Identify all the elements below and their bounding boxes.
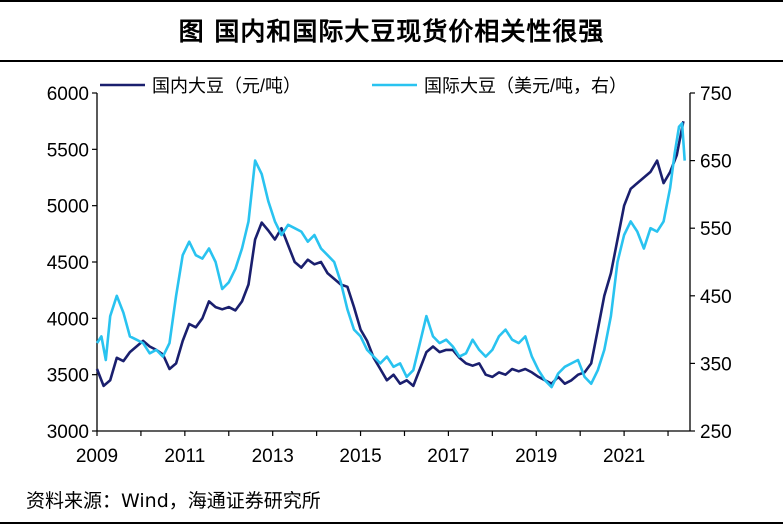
series-line-1 bbox=[95, 122, 686, 389]
left-tick-label-4: 5000 bbox=[47, 197, 89, 218]
chart-svg: 3000 3500 4000 4500 5000 5500 6000 250 350 450 550… bbox=[47, 76, 732, 467]
right-tick-label-2: 450 bbox=[700, 287, 732, 308]
x-tick-label-0: 2009 bbox=[76, 446, 118, 467]
right-tick-label-3: 550 bbox=[700, 219, 732, 240]
x-tick-label-4: 2017 bbox=[427, 446, 469, 467]
axes-group: 3000 3500 4000 4500 5000 5500 6000 250 350 450 550… bbox=[47, 84, 732, 467]
left-tick-label-0: 3000 bbox=[47, 422, 89, 443]
right-tick-label-0: 250 bbox=[700, 422, 732, 443]
x-tick-label-1: 2011 bbox=[164, 446, 205, 467]
legend-label-1: 国际大豆（美元/吨，右） bbox=[424, 76, 627, 96]
title-bar: 图 国内和国际大豆现货价相关性很强 bbox=[0, 0, 783, 62]
source-note: 资料来源：Wind，海通证券研究所 bbox=[26, 490, 321, 512]
bottom-rule bbox=[0, 522, 783, 524]
left-tick-label-3: 4500 bbox=[47, 253, 89, 274]
series-line-0 bbox=[95, 120, 685, 388]
legend-label-0: 国内大豆（元/吨） bbox=[152, 76, 301, 96]
left-tick-label-5: 5500 bbox=[47, 140, 89, 161]
top-rule bbox=[0, 0, 783, 2]
x-tick-label-2: 2013 bbox=[252, 446, 294, 467]
left-tick-label-1: 3500 bbox=[47, 366, 89, 387]
x-tick-label-3: 2015 bbox=[339, 446, 381, 467]
left-tick-label-2: 4000 bbox=[47, 309, 89, 330]
chart-title: 图 国内和国际大豆现货价相关性很强 bbox=[178, 17, 605, 46]
left-tick-label-6: 6000 bbox=[47, 84, 89, 105]
right-tick-label-4: 650 bbox=[700, 152, 732, 173]
right-tick-label-1: 350 bbox=[700, 354, 732, 375]
title-rule bbox=[0, 60, 783, 62]
legend: 国内大豆（元/吨） 国际大豆（美元/吨，右） bbox=[100, 76, 627, 96]
x-tick-label-6: 2021 bbox=[603, 446, 645, 467]
series-layer bbox=[95, 120, 686, 389]
x-tick-label-5: 2019 bbox=[515, 446, 557, 467]
right-tick-label-5: 750 bbox=[700, 84, 732, 105]
